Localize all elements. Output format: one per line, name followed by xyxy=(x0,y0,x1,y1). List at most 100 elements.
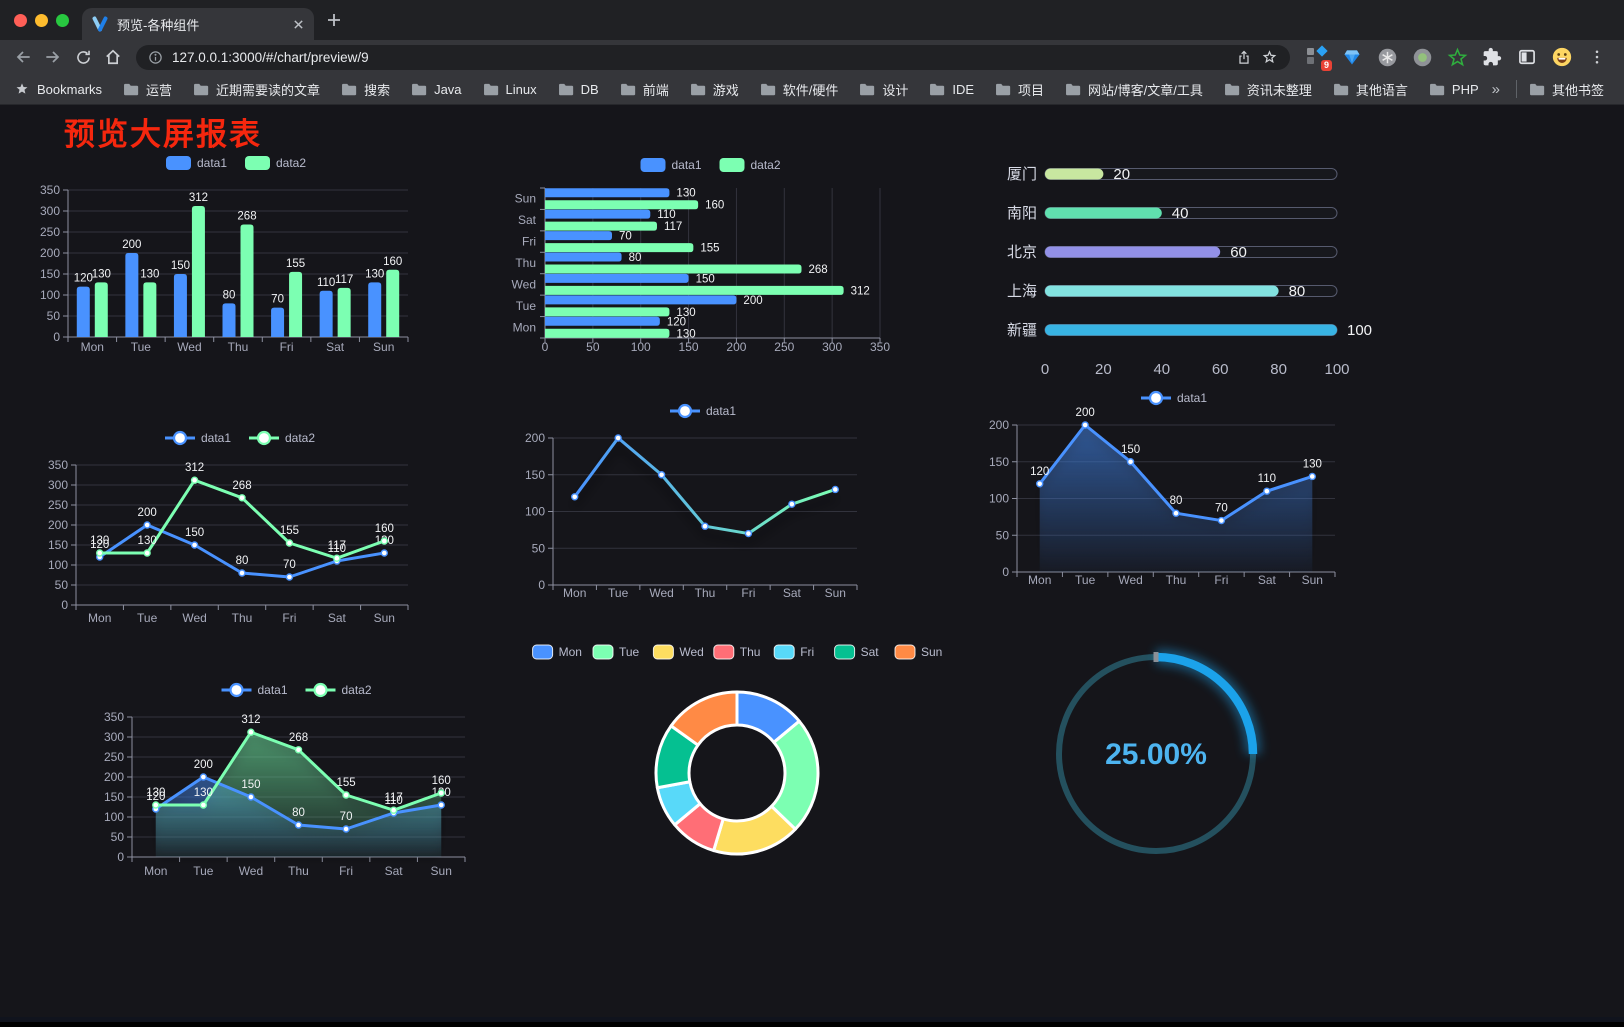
svg-text:155: 155 xyxy=(336,777,355,789)
emoji-extension-icon[interactable] xyxy=(1551,46,1573,68)
svg-text:130: 130 xyxy=(92,268,111,280)
chart-capsule-progress[interactable]: 厦门 20 南阳 40 北京 60 上海 80 新疆 100 0 20 40 60 80 100 xyxy=(985,150,1385,388)
chart-area-two-series[interactable]: data1 data2 0 50 100 150 200 250 300 350 Mon Tue Wed… xyxy=(100,663,520,891)
svg-text:Fri: Fri xyxy=(522,235,536,249)
svg-text:北京: 北京 xyxy=(1007,244,1037,261)
bookmark-folder[interactable]: PHP xyxy=(1429,80,1479,99)
chart-bar-grouped[interactable]: data1 data2 0 50 100 150 200 250 300 350 Mon Tue Wed… xyxy=(30,146,480,382)
bookmark-folder[interactable]: Linux xyxy=(483,80,537,99)
browser-menu-icon[interactable] xyxy=(1586,46,1608,68)
tab-close-icon[interactable] xyxy=(293,19,304,30)
bookmark-folder[interactable]: 搜索 xyxy=(341,80,390,99)
bookmarks-overflow-chevron[interactable]: » xyxy=(1491,80,1500,98)
svg-text:268: 268 xyxy=(809,264,828,276)
window-titlebar: 预览-各种组件 xyxy=(0,0,1624,40)
new-tab-button[interactable] xyxy=(326,12,342,28)
bookmark-folder[interactable]: 软件/硬件 xyxy=(760,80,838,99)
chart-hbar-grouped[interactable]: data1 data2 0 50 100 150 200 250 300 350 Sun Sat Fri… xyxy=(495,148,915,376)
home-button[interactable] xyxy=(98,43,128,71)
svg-text:Thu: Thu xyxy=(232,611,253,625)
svg-text:120: 120 xyxy=(146,791,165,803)
bookmark-folder[interactable]: 近期需要读的文章 xyxy=(193,80,320,99)
bookmark-folder[interactable]: 资讯未整理 xyxy=(1224,80,1312,99)
svg-text:40: 40 xyxy=(1153,361,1170,378)
bookmark-folder[interactable]: 设计 xyxy=(859,80,908,99)
svg-text:Sat: Sat xyxy=(326,340,345,354)
svg-text:200: 200 xyxy=(1076,407,1095,419)
bookmarks-root[interactable]: Bookmarks xyxy=(14,81,102,97)
browser-tab[interactable]: 预览-各种组件 xyxy=(82,8,314,40)
svg-text:data1: data1 xyxy=(201,431,231,445)
svg-text:Sun: Sun xyxy=(515,192,536,206)
svg-text:Fri: Fri xyxy=(280,340,294,354)
green-star-extension-icon[interactable] xyxy=(1446,46,1468,68)
tab-favicon xyxy=(92,16,108,32)
share-icon[interactable] xyxy=(1236,49,1252,66)
svg-text:Thu: Thu xyxy=(515,256,536,270)
svg-text:Wed: Wed xyxy=(239,864,263,878)
puzzle-extension-icon[interactable] xyxy=(1481,46,1503,68)
svg-text:160: 160 xyxy=(383,256,402,268)
chart-line-two-series[interactable]: data1 data2 0 50 100 150 200 250 300 350 Mon Tue Wed… xyxy=(40,425,460,638)
forward-button[interactable] xyxy=(38,43,68,71)
close-window-button[interactable] xyxy=(14,13,27,27)
bookmark-folder[interactable]: IDE xyxy=(929,80,974,99)
chart-gauge[interactable]: 25.00% xyxy=(1028,630,1288,880)
bookmark-folder[interactable]: Java xyxy=(411,80,462,99)
chart-donut[interactable]: Mon Tue Wed Thu Fri Sat Sun xyxy=(530,633,945,885)
svg-text:350: 350 xyxy=(104,710,124,724)
svg-text:Mon: Mon xyxy=(1028,573,1051,587)
minimize-window-button[interactable] xyxy=(35,13,48,27)
bookmark-star-icon[interactable] xyxy=(1261,49,1278,66)
svg-text:250: 250 xyxy=(48,498,68,512)
bookmark-folder[interactable]: 前端 xyxy=(620,80,669,99)
svg-text:40: 40 xyxy=(1172,205,1189,222)
svg-text:130: 130 xyxy=(140,268,159,280)
svg-text:50: 50 xyxy=(111,830,125,844)
chart-area-single[interactable]: data1 0 50 100 150 200 Mon Tue Wed Thu Fri Sat Sun 12… xyxy=(985,388,1385,600)
bookmark-folder[interactable]: 项目 xyxy=(995,80,1044,99)
svg-text:200: 200 xyxy=(104,770,124,784)
back-button[interactable] xyxy=(8,43,38,71)
bookmark-folder[interactable]: 游戏 xyxy=(690,80,739,99)
reload-button[interactable] xyxy=(68,43,98,71)
svg-text:0: 0 xyxy=(53,330,60,344)
url-text[interactable]: 127.0.0.1:3000/#/chart/preview/9 xyxy=(172,49,369,65)
tab-manager-extension-icon[interactable]: 9 xyxy=(1306,45,1332,71)
side-panel-icon[interactable] xyxy=(1516,46,1538,68)
fullscreen-window-button[interactable] xyxy=(56,13,69,27)
url-bar[interactable]: 127.0.0.1:3000/#/chart/preview/9 xyxy=(136,44,1290,70)
svg-text:Tue: Tue xyxy=(193,864,214,878)
svg-text:130: 130 xyxy=(676,188,695,200)
other-bookmarks-folder[interactable]: 其他书签 xyxy=(1529,80,1604,99)
extensions-area: 9 xyxy=(1298,45,1616,71)
svg-text:300: 300 xyxy=(40,204,60,218)
svg-text:350: 350 xyxy=(870,340,890,354)
svg-text:312: 312 xyxy=(185,462,204,474)
bookmark-folder[interactable]: 运营 xyxy=(123,80,172,99)
svg-text:Fri: Fri xyxy=(1214,573,1228,587)
bookmark-folder[interactable]: DB xyxy=(558,80,599,99)
svg-text:150: 150 xyxy=(171,260,190,272)
site-info-icon[interactable] xyxy=(148,50,163,65)
green-dot-circle-extension-icon[interactable] xyxy=(1411,46,1433,68)
bookmark-folder[interactable]: 网站/博客/文章/工具 xyxy=(1065,80,1203,99)
svg-text:100: 100 xyxy=(525,505,545,519)
svg-text:120: 120 xyxy=(90,539,109,551)
gem-extension-icon[interactable] xyxy=(1341,46,1363,68)
svg-text:Fri: Fri xyxy=(339,864,353,878)
svg-text:data1: data1 xyxy=(706,404,736,418)
svg-text:0: 0 xyxy=(1041,361,1049,378)
svg-text:150: 150 xyxy=(241,779,260,791)
svg-text:150: 150 xyxy=(1121,444,1140,456)
svg-text:0: 0 xyxy=(61,598,68,612)
bookmark-folder[interactable]: 其他语言 xyxy=(1333,80,1408,99)
svg-text:Tue: Tue xyxy=(131,340,152,354)
asterisk-circle-extension-icon[interactable] xyxy=(1376,46,1398,68)
svg-text:300: 300 xyxy=(48,478,68,492)
chart-line-gradient[interactable]: data1 0 50 100 150 200 Mon Tue Wed Thu Fri Sat Sun xyxy=(505,400,925,613)
svg-text:100: 100 xyxy=(631,340,651,354)
svg-text:200: 200 xyxy=(743,295,762,307)
svg-text:新疆: 新疆 xyxy=(1007,322,1037,339)
svg-text:Thu: Thu xyxy=(228,340,249,354)
